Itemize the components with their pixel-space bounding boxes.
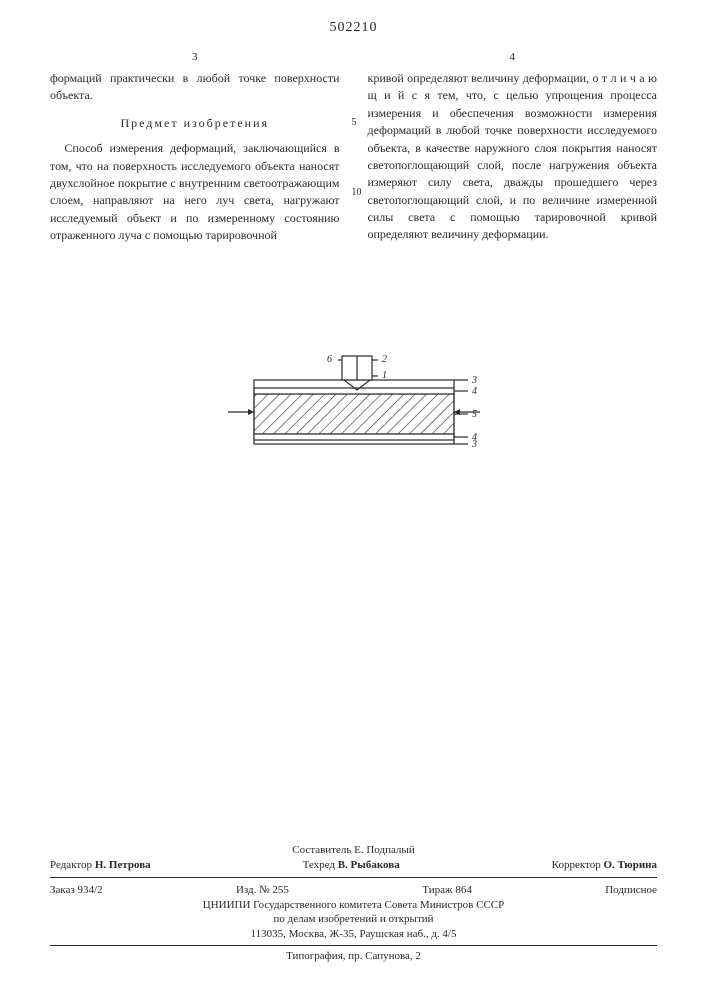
compiler-name: Е. Подпалый [354, 844, 415, 856]
org-address: 113035, Москва, Ж-35, Раушская наб., д. … [50, 927, 657, 941]
tipografia: Типография, пр. Сапунова, 2 [50, 950, 657, 962]
tech-label: Техред [303, 859, 335, 871]
right-column: 5 10 4 кривой определяют величину деформ… [368, 50, 658, 246]
footer-rule-1 [50, 877, 657, 878]
svg-text:6: 6 [327, 354, 332, 365]
col-number-left: 3 [50, 50, 340, 66]
two-column-body: 3 формаций практически в любой точке пов… [50, 50, 657, 246]
editor-name: Н. Петрова [95, 859, 151, 871]
line-number-10: 10 [352, 186, 362, 201]
podpisnoe: Подписное [605, 884, 657, 896]
subject-heading: Предмет изобретения [50, 115, 340, 132]
footer-block: Составитель Е. Подпалый Редактор Н. Петр… [50, 843, 657, 962]
col-number-right: 4 [368, 50, 658, 66]
left-column: 3 формаций практически в любой точке пов… [50, 50, 340, 246]
org-line-2: по делам изобретений и открытий [50, 912, 657, 926]
footer-rule-2 [50, 945, 657, 946]
right-para-1: кривой определяют величину деформации, о… [368, 70, 658, 244]
compiler-label: Составитель [292, 844, 351, 856]
editor-label: Редактор [50, 859, 92, 871]
svg-text:1: 1 [382, 370, 387, 381]
corr-label: Корректор [552, 859, 601, 871]
org-line-1: ЦНИИПИ Государственного комитета Совета … [50, 898, 657, 912]
svg-text:5: 5 [472, 409, 477, 420]
svg-text:3: 3 [471, 439, 477, 450]
svg-text:3: 3 [471, 375, 477, 386]
izd-number: Изд. № 255 [236, 884, 289, 896]
line-number-5: 5 [352, 116, 357, 131]
svg-text:2: 2 [382, 354, 387, 365]
left-para-1: формаций практически в любой точке повер… [50, 70, 340, 105]
tech-name: В. Рыбакова [338, 859, 400, 871]
left-para-2: Способ измерения деформаций, заключающий… [50, 140, 340, 244]
patent-number: 502210 [50, 20, 657, 36]
corr-name: О. Тюрина [603, 859, 657, 871]
figure-diagram: 34543612 [224, 336, 484, 476]
order-number: Заказ 934/2 [50, 884, 103, 896]
tirazh: Тираж 864 [422, 884, 472, 896]
svg-text:4: 4 [472, 386, 477, 397]
